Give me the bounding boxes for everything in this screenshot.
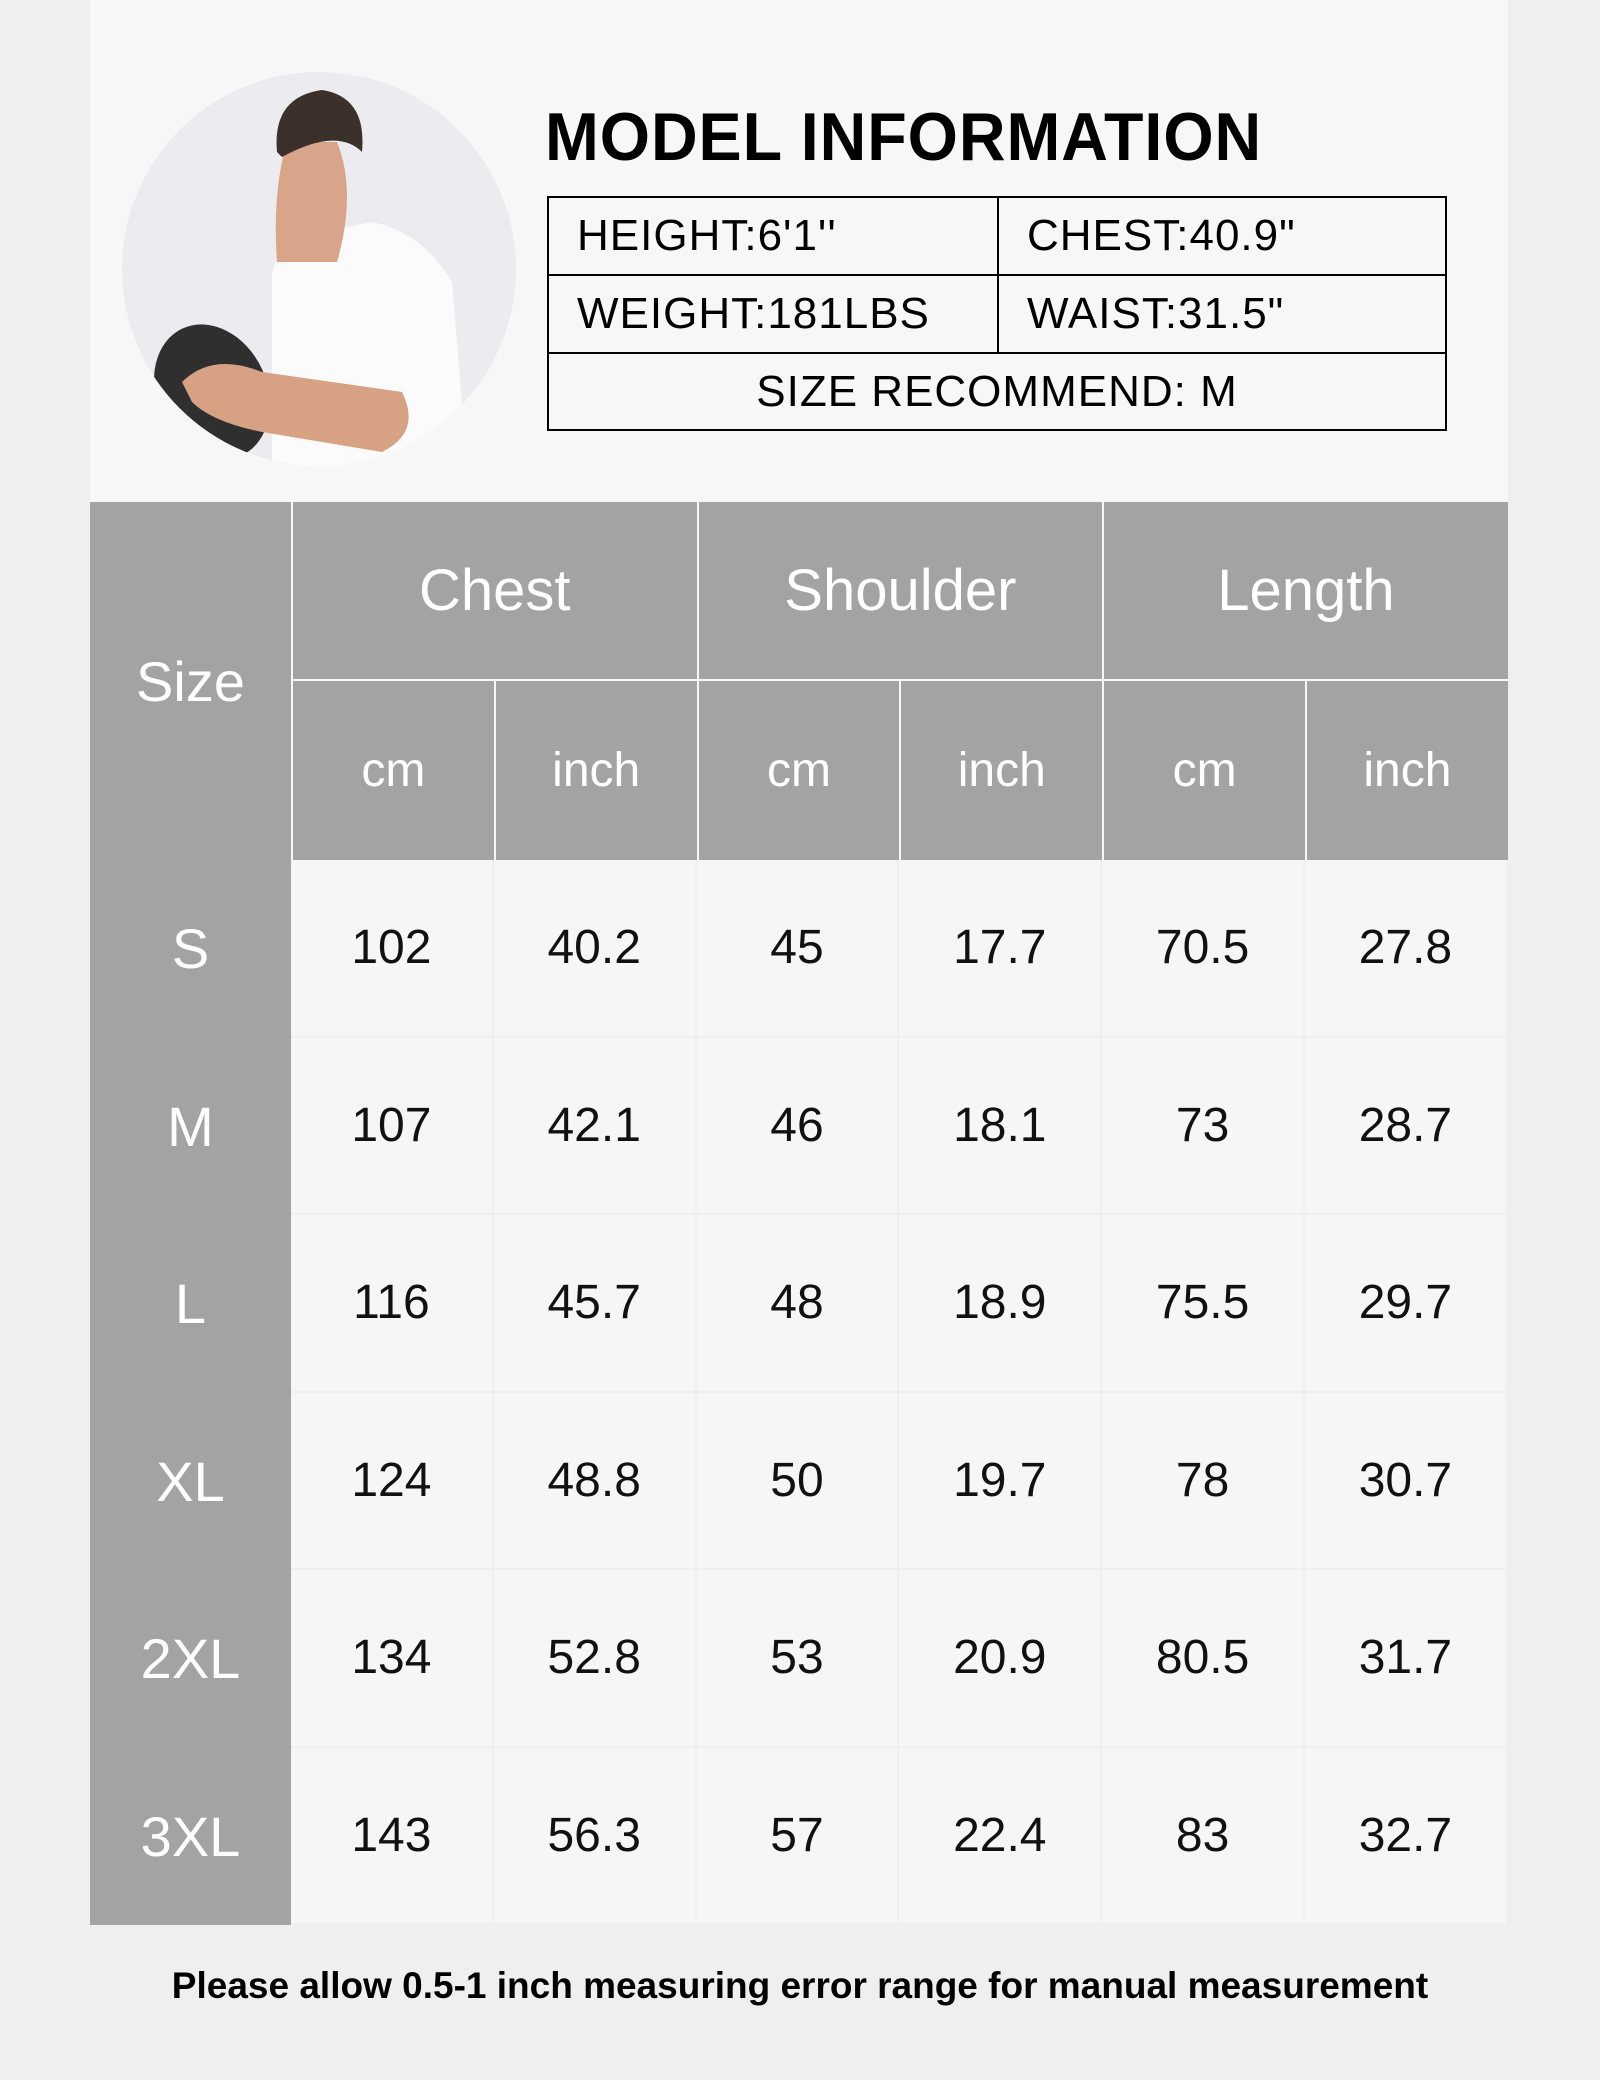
group-header-length: Length: [1104, 502, 1508, 679]
table-cell: 52.8: [493, 1570, 697, 1748]
table-cell: 143: [291, 1747, 494, 1925]
unit-header: cm: [1104, 681, 1305, 860]
model-weight: WEIGHT:181LBS: [549, 276, 999, 354]
model-info-table: HEIGHT:6'1'' CHEST:40.9" WEIGHT:181LBS W…: [547, 196, 1447, 431]
size-label: 2XL: [90, 1570, 291, 1748]
size-label: 3XL: [90, 1747, 291, 1925]
unit-header: cm: [698, 681, 900, 860]
table-cell: 31.7: [1305, 1570, 1508, 1748]
model-waist: WAIST:31.5": [997, 276, 1447, 354]
table-cell: 56.3: [493, 1747, 697, 1925]
table-cell: 32.7: [1305, 1747, 1508, 1925]
table-cell: 107: [291, 1037, 494, 1215]
table-cell: 18.9: [899, 1215, 1103, 1393]
table-cell: 124: [291, 1392, 494, 1570]
table-cell: 46: [696, 1037, 900, 1215]
table-cell: 73: [1102, 1037, 1305, 1215]
table-cell: 17.7: [899, 860, 1103, 1038]
table-cell: 53: [696, 1570, 900, 1748]
size-label: L: [90, 1215, 291, 1393]
unit-header: inch: [1307, 681, 1508, 860]
group-header-shoulder: Shoulder: [698, 502, 1103, 679]
table-cell: 50: [696, 1392, 900, 1570]
table-cell: 80.5: [1102, 1570, 1305, 1748]
table-cell: 78: [1102, 1392, 1305, 1570]
table-cell: 20.9: [899, 1570, 1103, 1748]
table-cell: 28.7: [1305, 1037, 1508, 1215]
size-label: M: [90, 1037, 291, 1215]
model-photo: [122, 72, 516, 466]
group-header-chest: Chest: [293, 502, 697, 679]
table-cell: 29.7: [1305, 1215, 1508, 1393]
table-cell: 45.7: [493, 1215, 697, 1393]
table-cell: 116: [291, 1215, 494, 1393]
table-cell: 18.1: [899, 1037, 1103, 1215]
table-cell: 48.8: [493, 1392, 697, 1570]
size-label: XL: [90, 1392, 291, 1570]
table-cell: 70.5: [1102, 860, 1305, 1038]
model-height: HEIGHT:6'1'': [549, 198, 999, 276]
size-label: S: [90, 860, 291, 1038]
table-cell: 19.7: [899, 1392, 1103, 1570]
unit-header: inch: [495, 681, 697, 860]
table-cell: 75.5: [1102, 1215, 1305, 1393]
model-chest: CHEST:40.9": [997, 198, 1447, 276]
table-cell: 134: [291, 1570, 494, 1748]
size-header: Size: [90, 502, 291, 860]
table-cell: 45: [696, 860, 900, 1038]
measurement-note: Please allow 0.5-1 inch measuring error …: [171, 1965, 1429, 2006]
unit-header: cm: [293, 681, 494, 860]
table-cell: 22.4: [899, 1747, 1103, 1925]
table-cell: 42.1: [493, 1037, 697, 1215]
model-info-title: MODEL INFORMATION: [545, 99, 1263, 175]
table-cell: 83: [1102, 1747, 1305, 1925]
size-recommend: SIZE RECOMMEND: M: [756, 366, 1238, 416]
table-cell: 27.8: [1305, 860, 1508, 1038]
table-cell: 48: [696, 1215, 900, 1393]
table-cell: 102: [291, 860, 494, 1038]
table-cell: 57: [696, 1747, 900, 1925]
unit-header: inch: [901, 681, 1103, 860]
table-cell: 30.7: [1305, 1392, 1508, 1570]
table-cell: 40.2: [493, 860, 697, 1038]
